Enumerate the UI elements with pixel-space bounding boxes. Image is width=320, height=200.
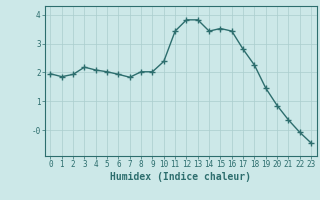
- X-axis label: Humidex (Indice chaleur): Humidex (Indice chaleur): [110, 172, 251, 182]
